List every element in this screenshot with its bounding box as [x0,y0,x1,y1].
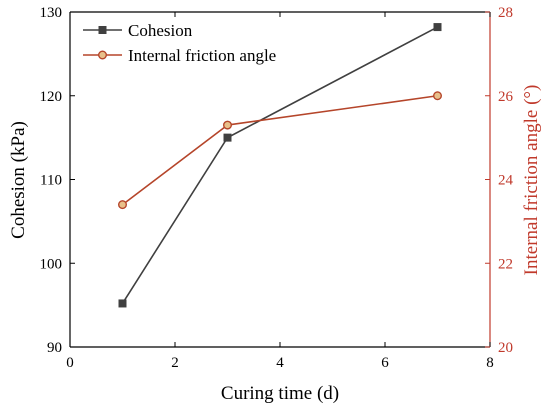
series-line-cohesion [121,26,438,304]
y2-tick-label: 22 [498,256,513,272]
y-tick-label: 120 [40,89,63,105]
y2-axis-title: Internal friction angle (°) [521,85,542,276]
legend-label: Cohesion [128,21,193,40]
x-tick-label: 6 [381,355,389,371]
series-line-friction-angle [122,94,438,206]
y-tick-label: 90 [47,340,62,356]
legend-marker-circle [97,50,107,60]
x-tick-label: 8 [486,355,494,371]
x-tick-label: 4 [276,355,284,371]
cohesion-point [223,133,232,142]
y-tick-label: 100 [40,256,63,272]
y-axis-title: Cohesion (kPa) [8,121,29,239]
y-tick-label: 110 [40,173,62,189]
x-tick-label: 2 [171,355,179,371]
series-layer [117,23,443,308]
y2-tick-label: 28 [498,5,513,21]
friction-angle-point [433,91,443,101]
friction-angle-point [117,200,127,210]
legend: Cohesion Internal friction angle [83,21,276,65]
legend-marker-square [98,26,107,34]
cohesion-point [433,23,442,32]
y2-tick-label: 20 [498,340,513,356]
y2-tick-label: 26 [498,89,514,105]
cohesion-point [118,299,127,308]
friction-angle-point [222,120,232,130]
x-axis-title: Curing time (d) [221,383,339,404]
y-tick-label: 130 [40,5,63,21]
legend-label: Internal friction angle [128,46,276,65]
x-tick-label: 0 [66,355,74,371]
ticks [69,11,491,348]
y2-tick-label: 24 [498,173,514,189]
